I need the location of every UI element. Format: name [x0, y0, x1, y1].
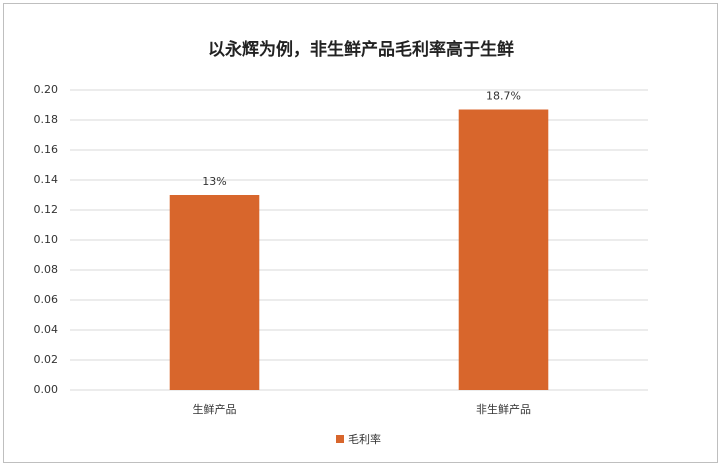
data-label: 18.7%	[486, 90, 521, 103]
chart-border	[3, 3, 718, 463]
x-tick-label: 生鲜产品	[193, 402, 237, 416]
y-tick-label: 0.06	[34, 293, 59, 306]
legend-label: 毛利率	[348, 432, 381, 446]
y-tick-label: 0.20	[34, 83, 59, 96]
data-label: 13%	[202, 175, 226, 188]
y-tick-label: 0.14	[34, 173, 59, 186]
y-tick-label: 0.02	[34, 353, 59, 366]
y-tick-label: 0.08	[34, 263, 59, 276]
bar	[458, 109, 549, 390]
y-tick-label: 0.04	[34, 323, 59, 336]
y-tick-label: 0.16	[34, 143, 59, 156]
bar	[169, 195, 260, 390]
legend-swatch	[336, 435, 344, 443]
y-tick-label: 0.00	[34, 383, 59, 396]
chart-title: 以永辉为例，非生鲜产品毛利率高于生鲜	[208, 39, 514, 60]
y-tick-label: 0.10	[34, 233, 59, 246]
x-tick-label: 非生鲜产品	[476, 402, 531, 416]
y-tick-label: 0.12	[34, 203, 59, 216]
y-tick-label: 0.18	[34, 113, 59, 126]
